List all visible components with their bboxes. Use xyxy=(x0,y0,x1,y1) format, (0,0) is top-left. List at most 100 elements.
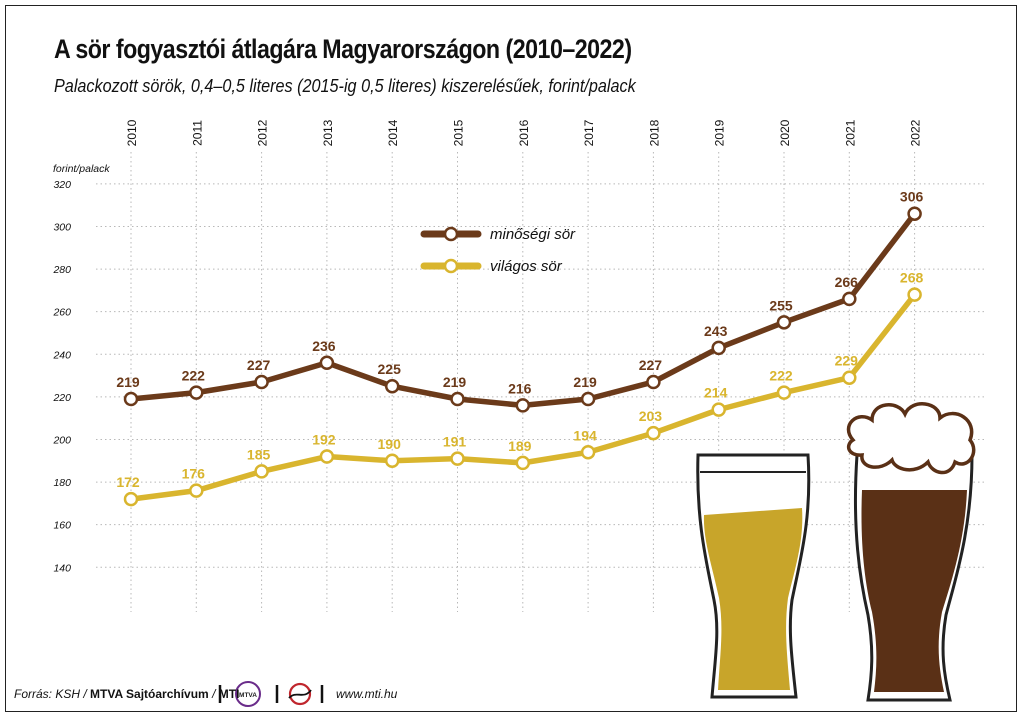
chart-title: A sör fogyasztói átlagára Magyarországon… xyxy=(54,34,632,64)
y-tick-label: 240 xyxy=(52,349,71,361)
beer-foam xyxy=(846,402,976,475)
x-tick-label: 2013 xyxy=(321,119,335,146)
data-label: 227 xyxy=(639,357,663,373)
data-label: 192 xyxy=(312,432,336,448)
chart-subtitle: Palackozott sörök, 0,4–0,5 literes (2015… xyxy=(54,76,636,96)
data-label: 268 xyxy=(900,270,924,286)
data-point xyxy=(515,455,531,471)
data-point xyxy=(450,451,465,466)
data-point xyxy=(646,374,661,390)
data-label: 243 xyxy=(704,323,728,339)
data-label: 219 xyxy=(573,374,597,390)
y-tick-label: 260 xyxy=(52,307,71,319)
y-tick-label: 320 xyxy=(53,179,71,191)
data-label: 190 xyxy=(378,436,402,452)
data-point xyxy=(384,378,400,394)
data-label: 194 xyxy=(573,427,597,443)
y-tick-label: 200 xyxy=(52,434,71,446)
data-label: 172 xyxy=(116,474,140,490)
mti-logo-icon xyxy=(288,682,312,706)
data-label: 189 xyxy=(508,438,532,454)
legend-marker xyxy=(443,258,459,274)
data-label: 219 xyxy=(116,374,140,390)
data-label: 203 xyxy=(639,408,663,424)
glass-liquid xyxy=(703,508,803,690)
data-point xyxy=(776,385,792,400)
data-point xyxy=(515,398,531,413)
source-mti: MTI xyxy=(218,687,240,701)
data-point xyxy=(319,449,335,464)
source-prefix: Forrás: KSH / xyxy=(14,687,87,701)
legend-marker xyxy=(443,226,459,242)
mtva-logo: MTVA xyxy=(235,681,261,707)
data-label: 227 xyxy=(247,357,271,373)
source-footer: Forrás: KSH / MTVA Sajtóarchívum / MTI xyxy=(14,687,239,701)
data-point xyxy=(189,385,204,400)
data-point xyxy=(189,483,204,498)
x-tick-label: 2017 xyxy=(582,119,596,146)
data-point xyxy=(123,491,139,507)
data-label: 255 xyxy=(769,297,793,313)
website-link[interactable]: www.mti.hu xyxy=(336,687,398,701)
source-separator: / xyxy=(212,687,216,701)
data-point xyxy=(711,402,726,417)
data-point xyxy=(254,464,269,479)
data-label: 216 xyxy=(508,380,532,396)
data-point xyxy=(580,391,596,407)
data-label: 191 xyxy=(443,434,467,450)
x-tick-label: 2021 xyxy=(843,119,857,146)
y-tick-label: 160 xyxy=(53,520,71,532)
data-label: 185 xyxy=(247,446,271,462)
data-point xyxy=(776,315,792,330)
data-label: 225 xyxy=(378,361,402,377)
data-point xyxy=(254,374,269,390)
data-point xyxy=(842,370,857,385)
data-label: 176 xyxy=(182,466,206,482)
data-point xyxy=(384,453,400,469)
data-label: 222 xyxy=(769,368,793,384)
y-tick-label: 300 xyxy=(53,221,71,233)
legend-label: világos sör xyxy=(490,258,563,275)
mtva-logo-ring xyxy=(235,681,261,707)
data-label: 214 xyxy=(704,385,728,401)
data-point xyxy=(907,287,922,302)
data-label: 236 xyxy=(312,338,336,354)
x-tick-label: 2015 xyxy=(452,119,466,146)
data-label: 222 xyxy=(182,368,206,384)
x-tick-label: 2018 xyxy=(647,119,661,146)
data-point xyxy=(646,425,661,441)
y-tick-label: 280 xyxy=(52,264,71,276)
data-label: 266 xyxy=(835,274,859,290)
source-archive: MTVA Sajtóarchívum xyxy=(90,687,209,701)
legend-label: minőségi sör xyxy=(490,226,576,243)
data-point xyxy=(319,355,335,371)
data-point xyxy=(580,445,596,460)
chart-frame xyxy=(5,5,1017,712)
data-label: 219 xyxy=(443,374,467,390)
data-point xyxy=(711,340,726,356)
y-tick-label: 180 xyxy=(53,477,71,489)
y-tick-label: 220 xyxy=(52,392,71,404)
y-axis-label: forint/palack xyxy=(53,163,110,175)
data-label: 229 xyxy=(835,353,859,369)
mti-logo-ring xyxy=(288,682,312,706)
x-tick-label: 2020 xyxy=(778,119,792,146)
data-point xyxy=(907,206,922,221)
x-tick-label: 2011 xyxy=(190,120,204,146)
data-point xyxy=(123,391,139,407)
dark-beer-glass-icon xyxy=(846,402,976,702)
x-tick-label: 2016 xyxy=(517,119,531,146)
x-tick-label: 2022 xyxy=(909,119,923,146)
x-tick-label: 2014 xyxy=(386,119,400,146)
mti-logo-wave xyxy=(288,689,312,699)
light-beer-glass-icon xyxy=(696,453,811,699)
glass-liquid xyxy=(861,490,967,692)
x-tick-label: 2010 xyxy=(125,119,139,146)
x-tick-label: 2019 xyxy=(713,119,727,146)
y-tick-label: 140 xyxy=(53,562,71,574)
x-tick-label: 2012 xyxy=(256,119,270,146)
data-point xyxy=(842,291,857,307)
data-point xyxy=(450,391,465,407)
data-label: 306 xyxy=(900,189,924,205)
